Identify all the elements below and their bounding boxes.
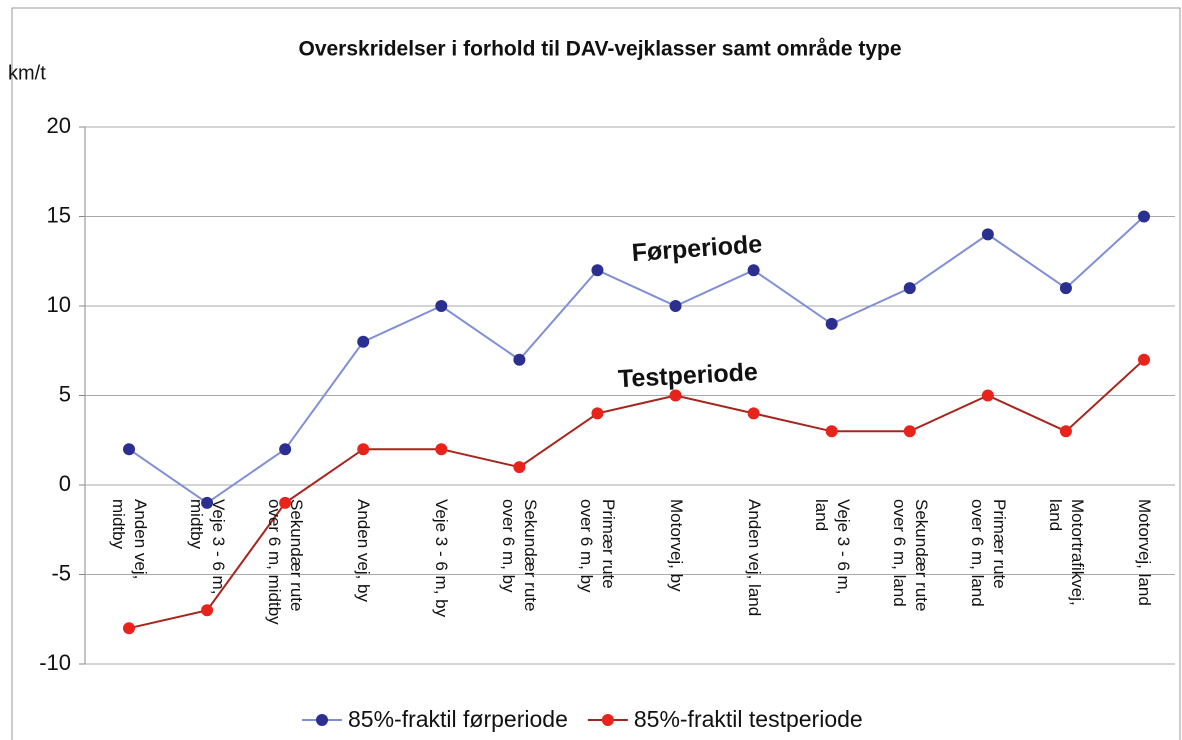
x-tick-label: Sekundær rute over 6 m, by — [499, 499, 541, 612]
y-tick-label: 0 — [59, 471, 71, 496]
data-point — [201, 604, 214, 617]
x-tick-label: Anden vej, by — [354, 499, 374, 603]
x-tick-label: Veje 3 - 6 m, midtby — [187, 499, 229, 595]
series-line — [128, 215, 1145, 505]
data-point — [1138, 353, 1150, 366]
x-tick-label: Anden vej, land — [744, 499, 764, 617]
x-tick-label: Primær rute over 6 m, land — [967, 499, 1009, 607]
data-point — [981, 228, 994, 241]
legend-label: 85%-fraktil testperiode — [634, 706, 863, 732]
x-tick-label: Sekundær rute over 6 m, land — [889, 499, 931, 612]
legend-marker — [316, 714, 328, 726]
y-tick-label: -10 — [39, 650, 71, 675]
x-tick-label: Primær rute over 6 m, by — [577, 499, 619, 593]
x-tick-label: Motorvej, by — [666, 499, 686, 592]
x-tick-label: Sekundær rute over 6 m, midtby — [265, 499, 307, 625]
y-tick-label: -5 — [51, 560, 71, 585]
x-tick-label: Veje 3 - 6 m, by — [432, 499, 452, 618]
data-point — [357, 443, 370, 456]
data-point — [669, 300, 682, 312]
y-axis-label: km/t — [8, 62, 46, 84]
data-point — [435, 443, 448, 456]
legend-marker — [601, 714, 614, 726]
data-point — [123, 622, 135, 635]
legend-label: 85%-fraktil førperiode — [348, 706, 568, 732]
data-point — [435, 300, 448, 312]
data-point — [513, 461, 526, 474]
data-point — [747, 407, 760, 420]
data-point — [1138, 210, 1150, 223]
data-point — [591, 264, 604, 277]
y-tick-label: 10 — [47, 292, 71, 317]
data-point — [201, 496, 214, 509]
frame — [11, 7, 1181, 740]
x-tick-label: Veje 3 - 6 m, land — [811, 499, 853, 595]
data-point — [669, 389, 682, 402]
y-tick-label: 20 — [47, 113, 71, 138]
y-tick-label: 5 — [59, 381, 71, 406]
x-tick-label: Motorvej, land — [1135, 499, 1154, 606]
x-tick-label: Motortrafikvej, land — [1045, 499, 1087, 606]
data-point — [747, 264, 760, 277]
series-line — [128, 358, 1145, 630]
data-point — [279, 443, 292, 456]
data-point — [513, 353, 526, 366]
data-point — [1059, 425, 1072, 438]
x-tick-label: Anden vej, midtby — [109, 499, 150, 580]
data-point — [981, 389, 994, 402]
chart-title: Overskridelser i forhold til DAV-vejklas… — [298, 38, 901, 61]
data-point — [591, 407, 604, 420]
y-tick-label: 15 — [47, 202, 71, 227]
series-annotation: Førperiode — [631, 230, 763, 267]
data-point — [279, 496, 292, 509]
data-point — [123, 443, 135, 456]
data-point — [825, 425, 838, 438]
data-point — [903, 425, 916, 438]
series-annotation: Testperiode — [617, 358, 758, 393]
data-point — [903, 282, 916, 295]
data-point — [825, 317, 838, 330]
data-point — [357, 335, 370, 348]
data-point — [1059, 282, 1072, 295]
